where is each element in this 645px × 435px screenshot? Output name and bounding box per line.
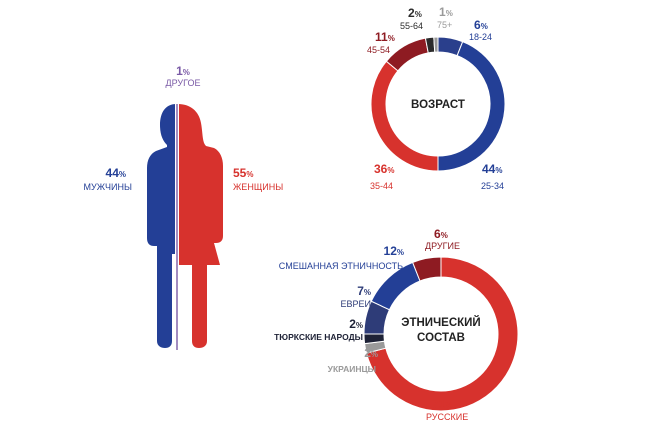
age-18-24-label: 18-24	[469, 32, 492, 42]
ethnicity-slice-5	[412, 256, 442, 282]
male-silhouette	[147, 104, 176, 348]
eth-turkic-label: ТЮРКСКИЕ НАРОДЫ	[274, 332, 363, 342]
men-percent: 44%	[106, 166, 126, 180]
age-45-54-percent: 11%	[375, 30, 395, 44]
age-slice-2	[370, 60, 439, 172]
age-35-44-label: 35-44	[370, 181, 393, 191]
female-silhouette	[178, 104, 223, 348]
age-35-44-percent: 36%	[374, 162, 394, 176]
eth-mixed-percent: 12%	[384, 244, 404, 258]
ethnicity-center-label-1: ЭТНИЧЕСКИЙ	[401, 316, 480, 329]
age-slice-3	[385, 37, 429, 72]
age-25-34-percent: 44%	[482, 162, 502, 176]
eth-ukrainians-label: УКРАИНЦЫ	[328, 364, 376, 374]
age-45-54-label: 45-54	[367, 45, 390, 55]
age-center-label: ВОЗРАСТ	[411, 99, 465, 111]
age-donut-chart	[370, 36, 506, 172]
age-75plus-percent: 1%	[439, 5, 453, 19]
ethnicity-donut-chart	[363, 256, 519, 412]
gender-figure	[147, 102, 223, 352]
eth-jews-percent: 7%	[357, 284, 371, 298]
women-percent: 55%	[233, 166, 253, 180]
eth-other-percent: 6%	[434, 227, 448, 241]
age-75plus-label: 75+	[437, 20, 452, 30]
other-label: ДРУГОЕ	[166, 78, 201, 88]
eth-russians-label: РУССКИЕ	[426, 412, 468, 422]
ethnicity-slice-0	[365, 256, 519, 412]
other-line	[176, 104, 178, 350]
age-55-64-label: 55-64	[400, 21, 423, 31]
eth-other-label: ДРУГИЕ	[425, 241, 460, 251]
age-slice-5	[433, 36, 439, 53]
age-55-64-percent: 2%	[408, 6, 422, 20]
eth-mixed-label: СМЕШАННАЯ ЭТНИЧНОСТЬ	[279, 261, 403, 271]
eth-turkic-percent: 2%	[349, 317, 363, 331]
other-percent: 1%	[176, 64, 190, 78]
age-25-34-label: 25-34	[481, 181, 504, 191]
age-18-24-percent: 6%	[474, 18, 488, 32]
eth-russians-percent: 71%	[432, 397, 452, 411]
ethnicity-center-label-2: СОСТАВ	[417, 332, 465, 344]
women-label: ЖЕНЩИНЫ	[233, 182, 283, 192]
eth-ukrainians-percent: 2%	[364, 346, 378, 360]
men-label: МУЖЧИНЫ	[84, 182, 132, 192]
eth-jews-label: ЕВРЕИ	[341, 299, 371, 309]
